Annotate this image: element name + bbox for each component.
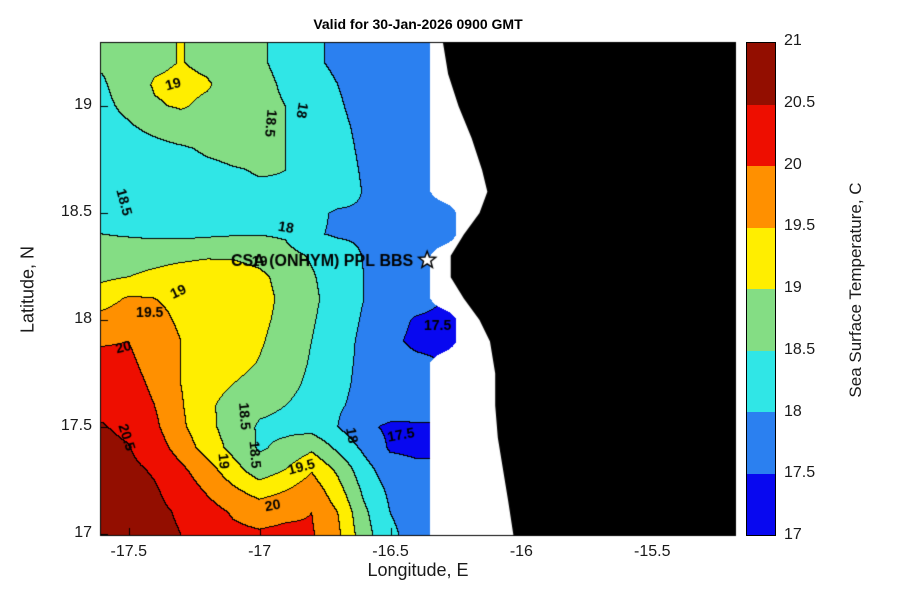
x-tick-label: -17 [248, 543, 272, 560]
x-tick-label: -16.5 [372, 543, 409, 560]
y-axis-label: Latitude, N [17, 245, 38, 334]
colorbar-band [747, 350, 775, 412]
colorbar-tick-label: 20 [784, 155, 802, 173]
colorbar-tick-label: 19.5 [784, 217, 816, 235]
x-tick-label: -17.5 [110, 543, 148, 560]
y-tick-label: 17.5 [60, 416, 92, 434]
plot-title: Valid for 30-Jan-2026 0900 GMT [313, 16, 523, 32]
x-tick-label: -16 [509, 543, 533, 560]
colorbar-label: Sea Surface Temperature, C [846, 182, 865, 398]
colorbar-tick-label: 19 [784, 279, 802, 296]
colorbar-tick-label: 17 [784, 526, 802, 543]
colorbar-tick-label: 18.5 [784, 340, 816, 358]
colorbar-tick-label: 17.5 [784, 464, 816, 482]
y-tick-label: 18.5 [60, 203, 92, 221]
colorbar [746, 42, 776, 536]
colorbar-band [747, 412, 775, 474]
colorbar-band [747, 104, 775, 166]
colorbar-band [747, 227, 775, 289]
colorbar-tick-label: 20.5 [784, 93, 816, 111]
y-tick-label: 18 [74, 310, 92, 327]
colorbar-tick-label: 21 [784, 32, 802, 49]
x-axis-label: Longitude, E [367, 560, 469, 580]
colorbar-band [747, 473, 775, 535]
colorbar-band [747, 289, 775, 351]
y-tick-label: 17 [74, 523, 92, 541]
colorbar-band [747, 166, 775, 228]
colorbar-band [747, 43, 775, 105]
y-tick-label: 19 [74, 96, 92, 114]
x-tick-label: -15.5 [634, 543, 671, 560]
colorbar-tick-label: 18 [784, 402, 802, 420]
